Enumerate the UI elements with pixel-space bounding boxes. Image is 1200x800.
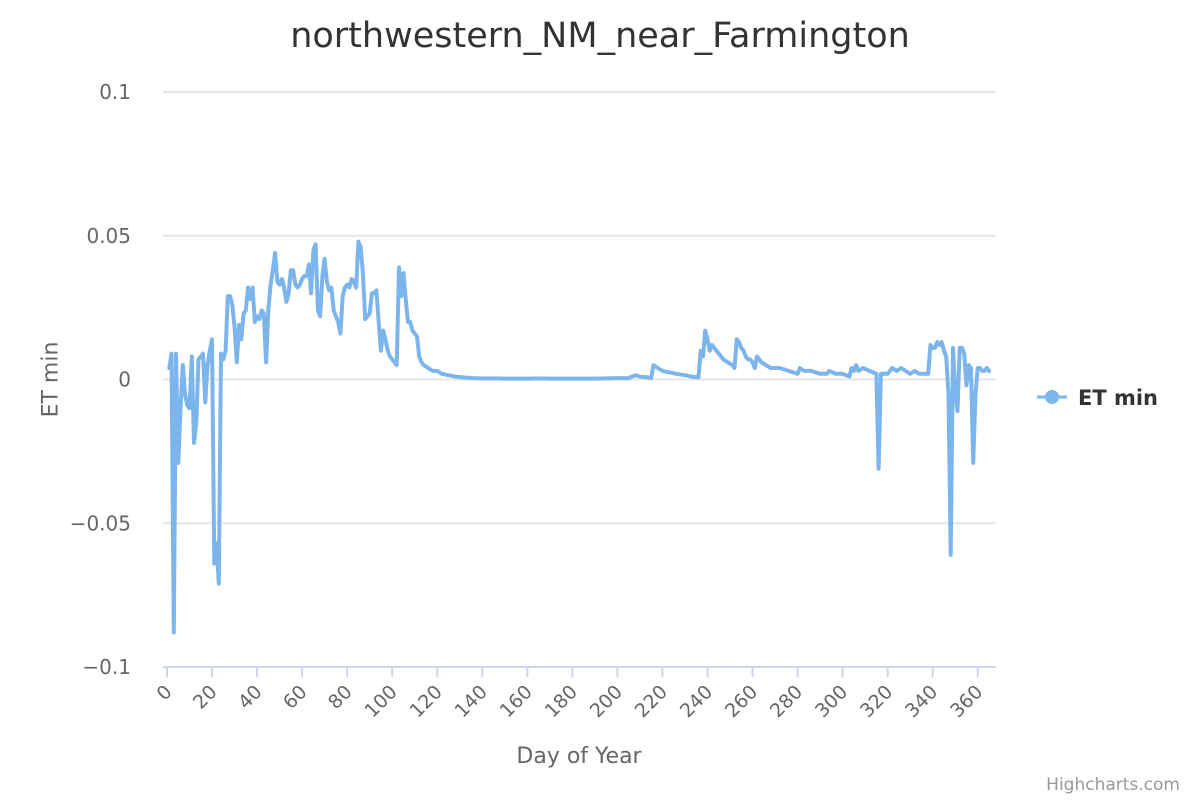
series-group xyxy=(167,239,991,635)
y-axis-ticks: −0.1 −0.05 0 0.05 0.1 xyxy=(70,80,131,679)
x-tick-label: 100 xyxy=(361,681,402,722)
x-tick-label: 360 xyxy=(946,681,987,722)
x-tick-label: 200 xyxy=(586,681,627,722)
series-line-et-min xyxy=(167,239,991,635)
x-axis-ticks: 0 20 40 60 80 100 120 140 160 180 200 220 240 260 280 3… xyxy=(152,667,987,722)
x-tick-label: 60 xyxy=(279,681,312,714)
x-tick-label: 280 xyxy=(766,681,807,722)
grid-lines xyxy=(163,91,996,525)
y-tick-label: −0.05 xyxy=(70,511,131,535)
x-tick-label: 300 xyxy=(811,681,852,722)
x-tick-label: 180 xyxy=(541,681,582,722)
credits-link[interactable]: Highcharts.com xyxy=(1046,775,1180,795)
y-tick-label: 0.05 xyxy=(86,224,131,248)
y-tick-label: 0 xyxy=(118,368,131,392)
x-tick-label: 220 xyxy=(631,681,672,722)
x-tick-label: 120 xyxy=(406,681,447,722)
x-tick-label: 160 xyxy=(496,681,537,722)
x-axis-title: Day of Year xyxy=(516,744,642,769)
x-tick-label: 320 xyxy=(856,681,897,722)
x-tick-label: 40 xyxy=(234,681,267,714)
legend-label: ET min xyxy=(1078,386,1158,410)
x-tick-label: 340 xyxy=(901,681,942,722)
chart-title: northwestern_NM_near_Farmington xyxy=(290,16,910,56)
x-tick-label: 80 xyxy=(324,681,357,714)
x-tick-label: 140 xyxy=(451,681,492,722)
x-tick-label: 260 xyxy=(721,681,762,722)
x-tick-label: 20 xyxy=(189,681,222,714)
legend-item-et-min[interactable]: ET min xyxy=(1037,386,1158,410)
legend-marker-symbol xyxy=(1045,390,1059,404)
y-axis-title: ET min xyxy=(39,342,64,418)
y-tick-label: −0.1 xyxy=(82,655,131,679)
x-tick-label: 0 xyxy=(152,681,176,705)
y-tick-label: 0.1 xyxy=(99,80,131,104)
x-tick-label: 240 xyxy=(676,681,717,722)
